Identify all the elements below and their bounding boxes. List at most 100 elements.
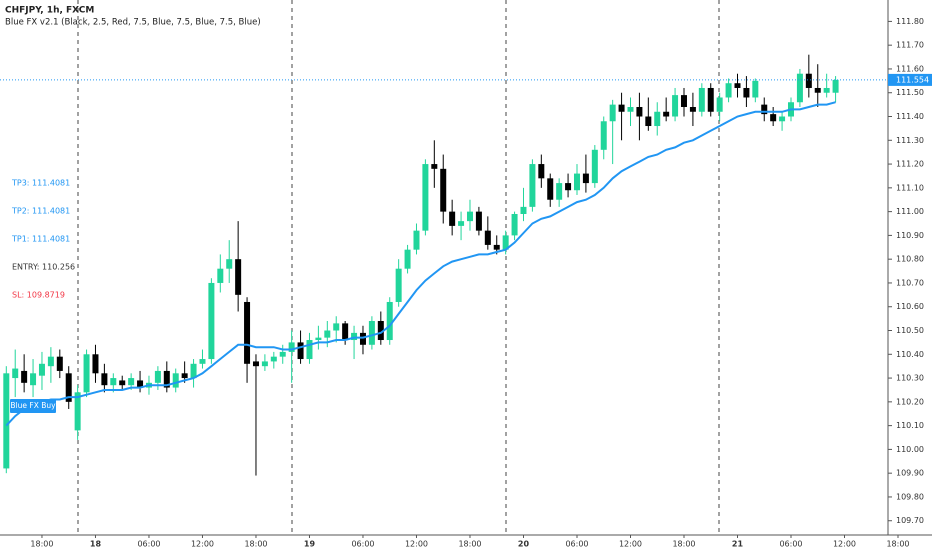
candle-body (235, 259, 242, 295)
candle-body (3, 373, 10, 469)
plot (0, 54, 888, 476)
x-tick-label: 18:00 (244, 540, 267, 549)
candle-body (823, 87, 830, 93)
candle-body (707, 87, 714, 112)
candle-body (770, 114, 777, 122)
candle-body (672, 95, 679, 117)
y-tick-label: 110.10 (896, 421, 924, 430)
candle-body (377, 321, 384, 341)
y-tick-label: 110.00 (896, 445, 924, 454)
candle-body (422, 164, 429, 231)
signal-label: Blue FX Buy (10, 401, 56, 410)
y-tick-label: 109.90 (896, 469, 924, 478)
candle-body (600, 121, 607, 150)
x-tick-label: 12:00 (619, 540, 642, 549)
candle-body (65, 373, 72, 402)
candle-body (368, 321, 375, 345)
candle-body (582, 173, 589, 184)
y-tick-label: 111.60 (896, 64, 924, 73)
x-tick-label: 20 (518, 540, 530, 549)
y-tick-label: 111.40 (896, 112, 924, 121)
candle-body (333, 323, 340, 331)
price-label-box (888, 73, 932, 86)
candle-body (734, 83, 741, 88)
candle-body (814, 87, 821, 93)
candle-body (502, 235, 509, 250)
candle-body (101, 373, 108, 386)
x-tick-label: 18:00 (672, 540, 695, 549)
candle-body (217, 268, 224, 283)
candle-body (627, 107, 634, 112)
candle-body (689, 107, 696, 112)
candle-body (226, 259, 233, 269)
candle-body (716, 97, 723, 112)
candle-body (190, 363, 197, 379)
candle-body (74, 392, 81, 431)
x-tick-label: 06:00 (565, 540, 588, 549)
price-axis (888, 0, 932, 535)
candle-body (163, 370, 170, 388)
y-tick-label: 110.80 (896, 255, 924, 264)
candle-body (493, 244, 500, 250)
candle-body (359, 332, 366, 345)
candle-body (752, 80, 759, 98)
candle-body (288, 342, 295, 352)
candle-body (92, 354, 99, 374)
annotation: ENTRY: 110.256 (12, 263, 75, 272)
y-tick-label: 109.70 (896, 516, 924, 525)
y-tick-label: 110.30 (896, 374, 924, 383)
candle-body (47, 356, 54, 367)
candle-body (252, 361, 259, 367)
candle-body (466, 211, 473, 222)
chart-title: CHFJPY, 1h, FXCM (5, 6, 94, 16)
candle-body (805, 73, 812, 88)
annotation: SL: 109.8719 (12, 291, 65, 300)
candle-body (38, 363, 45, 376)
candle-body (645, 116, 652, 127)
candle-body (761, 104, 768, 115)
candle-body (591, 149, 598, 184)
candle-body (324, 330, 331, 338)
candle-body (279, 351, 286, 357)
y-tick-label: 111.30 (896, 136, 924, 145)
chart-subtitle: Blue FX v2.1 (Black, 2.5, Red, 7.5, Blue… (5, 18, 261, 28)
candle-body (12, 368, 19, 379)
x-tick-label: 06:00 (779, 540, 802, 549)
axes: 109.70 109.80 109.90 110.00 110.10 110.20 110.… (30, 17, 924, 549)
candle-body (297, 342, 304, 360)
candle-body (386, 301, 393, 341)
candle-body (520, 206, 527, 214)
candle-body (832, 79, 839, 93)
candle-body (21, 370, 28, 383)
candle-body (547, 178, 554, 200)
x-tick-label: 12:00 (191, 540, 214, 549)
x-tick-label: 18:00 (30, 540, 53, 549)
y-tick-label: 111.50 (896, 88, 924, 97)
candle-body (779, 116, 786, 122)
x-tick-label: 19 (304, 540, 316, 549)
x-tick-label: 06:00 (351, 540, 374, 549)
signal-box (10, 399, 56, 413)
candle-body (609, 104, 616, 122)
candle-body (431, 164, 438, 169)
candle-body (538, 164, 545, 179)
candle-body (154, 370, 161, 383)
candle-body (208, 282, 215, 360)
candle-body (181, 373, 188, 379)
session-breaks (77, 0, 720, 535)
candle-body (83, 354, 90, 393)
x-tick-label: 06:00 (137, 540, 160, 549)
moving-average (5, 101, 836, 427)
candle-body (315, 337, 322, 341)
candle-body (484, 230, 491, 245)
candle-body (137, 380, 144, 388)
candle-body (556, 183, 563, 200)
x-tick-label: 18:00 (886, 540, 909, 549)
candle-body (270, 356, 277, 362)
y-tick-label: 110.70 (896, 278, 924, 287)
candle-body (475, 211, 482, 231)
candle-body (306, 340, 313, 360)
candle-body (636, 107, 643, 117)
x-tick-label: 12:00 (833, 540, 856, 549)
